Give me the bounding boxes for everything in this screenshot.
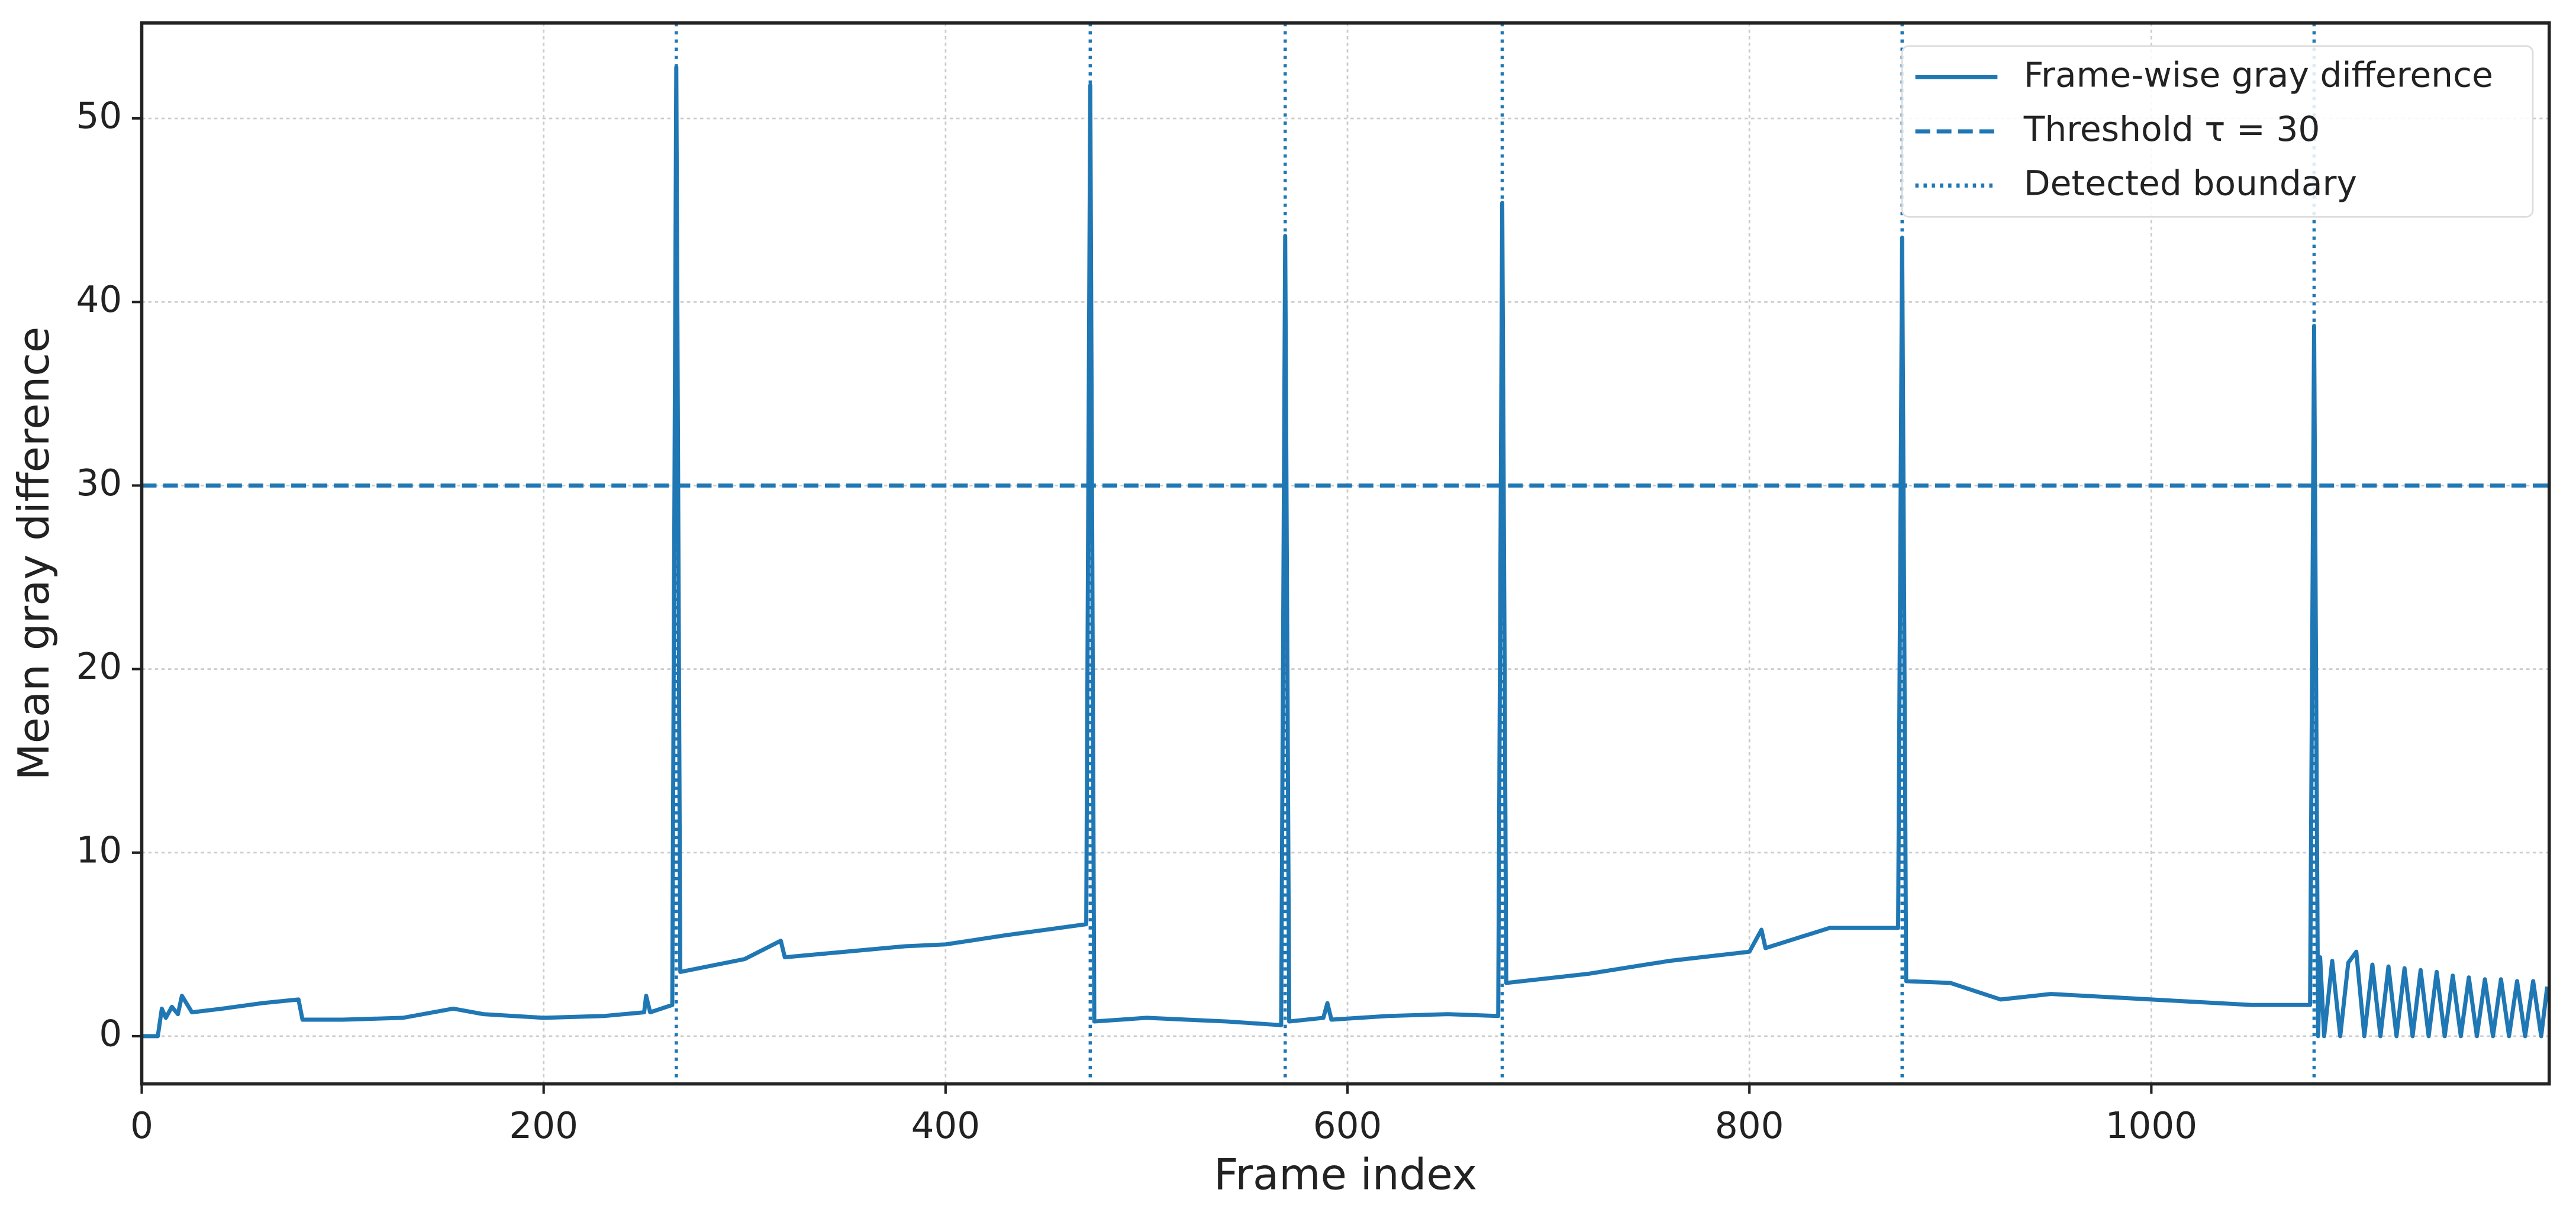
y-tick-label: 50 xyxy=(76,95,122,137)
x-tick-label: 0 xyxy=(130,1105,153,1147)
legend-label: Frame-wise gray difference xyxy=(2024,55,2493,95)
y-tick-label: 30 xyxy=(76,462,122,504)
y-tick-label: 20 xyxy=(76,646,122,688)
y-tick-label: 10 xyxy=(76,829,122,871)
x-tick-label: 800 xyxy=(1715,1105,1784,1147)
legend-label: Detected boundary xyxy=(2024,163,2357,204)
x-tick-label: 200 xyxy=(509,1105,578,1147)
x-tick-label: 600 xyxy=(1313,1105,1382,1147)
legend-label: Threshold τ = 30 xyxy=(2023,109,2320,149)
x-axis-label: Frame index xyxy=(1214,1150,1477,1200)
y-axis-label: Mean gray difference xyxy=(9,327,59,781)
x-tick-label: 1000 xyxy=(2106,1105,2197,1147)
plot-frame xyxy=(140,21,2551,1086)
y-tick-label: 0 xyxy=(99,1013,122,1055)
y-tick-label: 40 xyxy=(76,279,122,321)
x-tick-label: 400 xyxy=(911,1105,981,1147)
legend-frame xyxy=(1901,45,2534,218)
data-line xyxy=(141,65,2549,1039)
